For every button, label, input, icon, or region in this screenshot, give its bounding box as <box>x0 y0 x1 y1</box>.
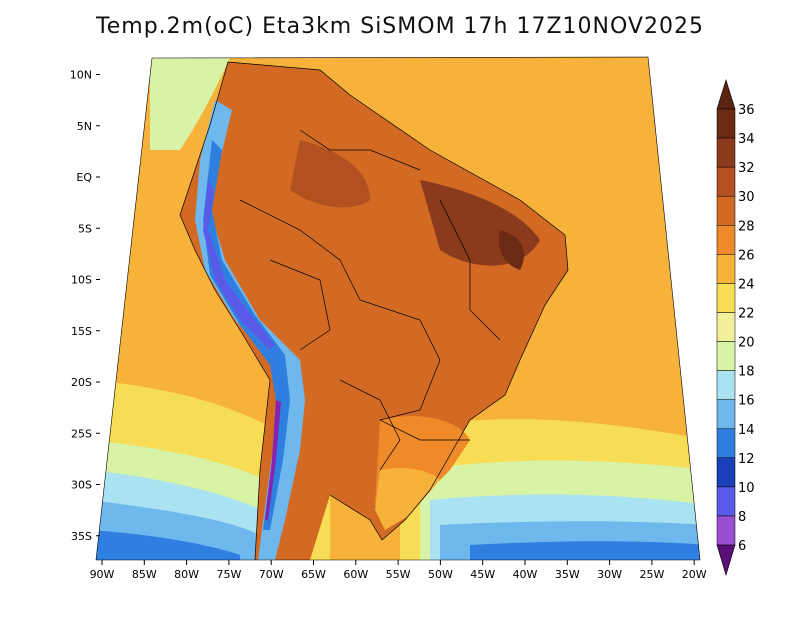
colorbar-band <box>716 486 736 517</box>
colorbar-band <box>716 137 736 168</box>
lat-tick-label: 5S <box>78 222 92 235</box>
lon-tick-label: 80W <box>174 568 199 581</box>
colorbar-band <box>716 312 736 342</box>
colorbar-label: 14 <box>738 423 755 438</box>
colorbar-band <box>716 108 736 139</box>
colorbar-band <box>716 225 736 255</box>
colorbar: 36 34 32 30 28 26 24 22 20 18 16 14 12 10 8 6 <box>716 78 755 577</box>
colorbar-label: 12 <box>738 452 755 467</box>
colorbar-label: 30 <box>738 190 755 205</box>
colorbar-band <box>716 399 736 430</box>
lon-tick-label: 85W <box>132 568 157 581</box>
colorbar-band <box>716 341 736 371</box>
country-borders <box>179 61 569 561</box>
colorbar-label: 34 <box>738 132 755 147</box>
colorbar-min-arrow <box>716 544 736 577</box>
colorbar-label: 18 <box>738 365 755 380</box>
map-field <box>96 57 700 560</box>
colorbar-max-arrow <box>716 78 736 110</box>
colorbar-label: 16 <box>738 394 755 409</box>
lon-tick-label: 40W <box>513 568 538 581</box>
colorbar-band <box>716 283 736 313</box>
lon-tick-label: 55W <box>386 568 411 581</box>
colorbar-band <box>716 428 736 459</box>
colorbar-label: 36 <box>738 103 755 118</box>
colorbar-label: 22 <box>738 306 755 321</box>
lon-tick-label: 20W <box>682 568 707 581</box>
colorbar-label: 6 <box>738 539 746 554</box>
colorbar-label: 24 <box>738 277 755 292</box>
lat-axis: 10N 5N EQ 5S 10S 15S 20S 25S 30S 35S <box>70 69 100 543</box>
lat-tick-label: 25S <box>71 427 92 440</box>
lat-tick-label: 10S <box>71 274 92 287</box>
lat-tick-label: 30S <box>71 479 92 492</box>
colorbar-band <box>716 515 736 546</box>
lon-tick-label: 30W <box>597 568 622 581</box>
colorbar-band <box>716 370 736 400</box>
map-title: Temp.2m(oC) Eta3km SiSMOM 17h 17Z10NOV20… <box>96 14 704 39</box>
lon-tick-label: 35W <box>555 568 580 581</box>
lon-tick-label: 45W <box>470 568 495 581</box>
colorbar-label: 28 <box>738 219 755 234</box>
colorbar-band <box>716 254 736 284</box>
lon-tick-label: 70W <box>259 568 284 581</box>
lat-tick-label: 15S <box>71 325 92 338</box>
lat-tick-label: 35S <box>71 530 92 543</box>
colorbar-band <box>716 457 736 488</box>
lon-tick-label: 75W <box>216 568 241 581</box>
lon-tick-label: 50W <box>428 568 453 581</box>
lat-tick-label: EQ <box>76 171 92 184</box>
lon-tick-label: 90W <box>90 568 115 581</box>
colorbar-label: 20 <box>738 336 755 351</box>
colorbar-band <box>716 166 736 197</box>
lon-tick-label: 65W <box>301 568 326 581</box>
colorbar-label: 8 <box>738 510 746 525</box>
lon-tick-label: 60W <box>343 568 368 581</box>
colorbar-band <box>716 195 736 226</box>
colorbar-label: 32 <box>738 161 755 176</box>
lon-axis: 90W 85W 80W 75W 70W 65W 60W 55W 50W 45W 40W 35W 30W 2… <box>90 560 707 581</box>
lon-tick-label: 25W <box>639 568 664 581</box>
colorbar-label: 10 <box>738 481 755 496</box>
lat-tick-label: 5N <box>77 120 92 133</box>
lat-tick-label: 20S <box>71 376 92 389</box>
lat-tick-label: 10N <box>70 69 92 82</box>
colorbar-label: 26 <box>738 248 755 263</box>
